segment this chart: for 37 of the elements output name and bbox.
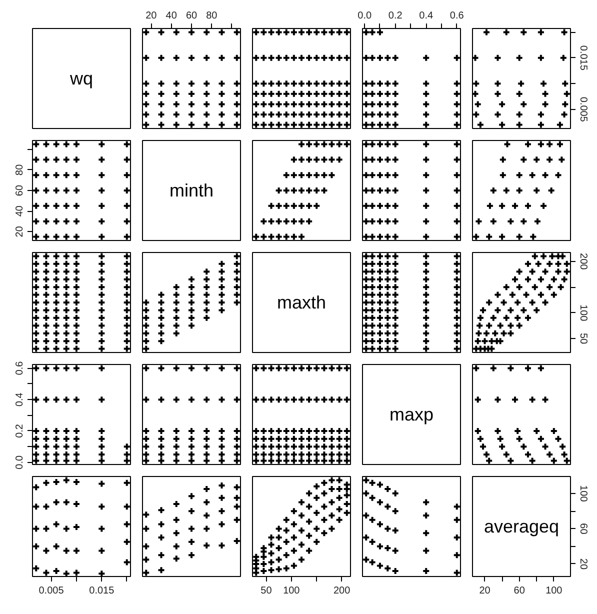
x-tick-label: 0.015 <box>89 586 115 596</box>
y-tick-label: 0.6 <box>14 360 26 376</box>
x-tick-label: 60 <box>514 586 526 596</box>
text: wq <box>68 68 94 88</box>
x-tick-label: 80 <box>206 10 218 22</box>
y-tick-label: 0.015 <box>578 45 588 71</box>
x-tick-label: 20 <box>479 586 491 596</box>
y-tick-label: 100 <box>578 304 588 322</box>
y-tick-label: 200 <box>578 253 588 270</box>
y-tick-label: 50 <box>578 332 588 345</box>
y-tick-label: 60 <box>14 184 26 196</box>
y-tick-label: 0.2 <box>14 424 26 438</box>
x-tick-label: 0.0 <box>358 10 372 22</box>
y-tick-label: 100 <box>578 485 588 502</box>
x-tick-label: 0.005 <box>38 586 64 596</box>
x-tick-label: 100 <box>283 586 300 596</box>
x-tick-label: 50 <box>260 586 272 596</box>
y-tick-label: 40 <box>14 205 26 217</box>
text: maxth <box>276 292 326 312</box>
y-tick-label: 0.4 <box>14 392 26 407</box>
x-tick-label: 60 <box>186 10 198 22</box>
y-tick-label: 0.0 <box>14 454 26 470</box>
text: averageq <box>484 516 560 536</box>
x-tick-label: 40 <box>166 10 178 22</box>
x-tick-label: 200 <box>333 586 351 596</box>
y-tick-label: 20 <box>578 558 588 570</box>
y-tick-label: 0.005 <box>578 96 588 122</box>
text: maxp <box>389 404 434 424</box>
y-tick-label: 80 <box>14 164 26 176</box>
x-tick-label: 0.6 <box>450 10 464 22</box>
x-tick-label: 0.4 <box>419 10 434 22</box>
y-tick-label: 20 <box>14 226 26 238</box>
x-tick-label: 0.2 <box>388 10 403 22</box>
x-tick-label: 20 <box>146 10 158 22</box>
text: minth <box>169 180 214 200</box>
x-tick-label: 100 <box>546 586 563 596</box>
y-tick-label: 60 <box>578 523 588 535</box>
